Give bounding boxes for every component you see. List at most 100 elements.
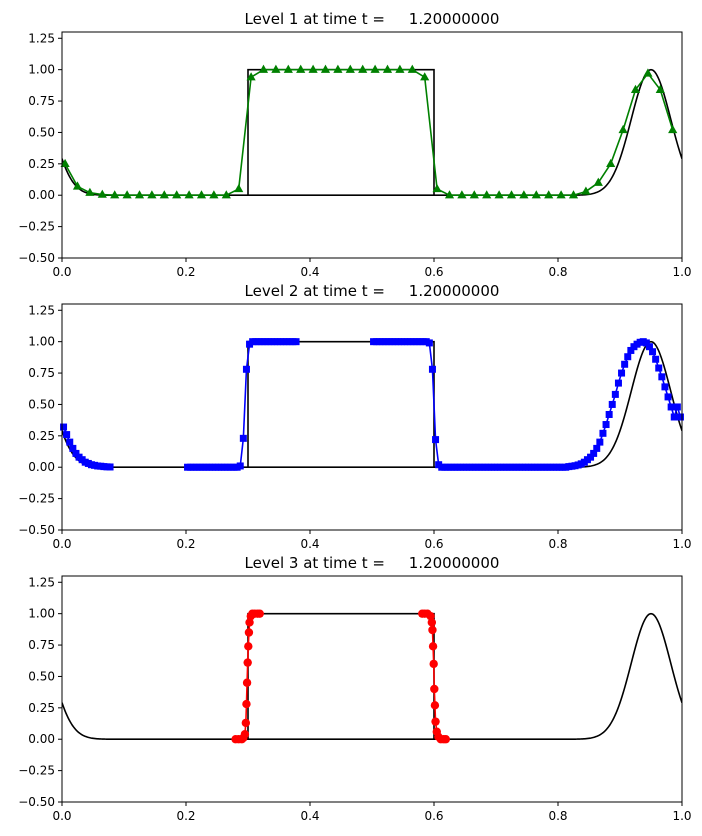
data-point bbox=[244, 628, 254, 637]
data-point bbox=[60, 423, 68, 431]
data-point bbox=[602, 421, 610, 429]
data-point bbox=[172, 190, 182, 199]
x-tick-label: 0.2 bbox=[176, 809, 195, 823]
data-point bbox=[457, 190, 467, 199]
exact-solution-pulse bbox=[247, 68, 435, 196]
data-point bbox=[428, 365, 436, 373]
x-tick-label: 0.4 bbox=[300, 265, 319, 279]
data-point bbox=[370, 64, 380, 73]
x-tick-label: 1.0 bbox=[672, 809, 691, 823]
exact-solution-pulse bbox=[247, 612, 435, 740]
y-tick-label: −0.50 bbox=[18, 251, 55, 265]
y-tick-label: 1.25 bbox=[28, 303, 55, 317]
data-point bbox=[122, 190, 132, 199]
data-point bbox=[618, 124, 628, 134]
data-point bbox=[611, 390, 619, 398]
data-point bbox=[283, 64, 293, 73]
data-point bbox=[244, 642, 253, 651]
x-tick-label: 0.6 bbox=[424, 265, 443, 279]
data-point bbox=[432, 436, 440, 444]
data-point bbox=[241, 718, 251, 728]
y-tick-label: 1.00 bbox=[28, 335, 55, 349]
data-point bbox=[106, 463, 114, 471]
data-point bbox=[587, 453, 595, 461]
data-point bbox=[606, 158, 616, 168]
data-point bbox=[420, 72, 430, 81]
data-point bbox=[426, 611, 435, 621]
data-point bbox=[134, 190, 145, 199]
x-tick-label: 0.2 bbox=[176, 265, 195, 279]
x-tick-label: 0.6 bbox=[424, 809, 443, 823]
data-point bbox=[430, 684, 439, 694]
y-tick-label: 0.75 bbox=[28, 366, 55, 380]
axes-frame bbox=[61, 31, 683, 259]
x-tick-label: 0.0 bbox=[52, 537, 71, 551]
data-point bbox=[556, 190, 566, 199]
x-tick-label: 0.6 bbox=[424, 537, 443, 551]
data-point bbox=[85, 187, 95, 196]
x-tick-label: 0.0 bbox=[52, 265, 71, 279]
exact-solution-pulse bbox=[247, 340, 435, 468]
data-point bbox=[427, 618, 437, 627]
panel-level-1: Level 1 at time t = 1.20000000 0.0 0.2 0.4… bbox=[18, 10, 691, 279]
data-point bbox=[655, 364, 663, 372]
data-point bbox=[69, 444, 77, 452]
data-point bbox=[482, 190, 492, 199]
data-point bbox=[649, 348, 657, 356]
data-point bbox=[428, 625, 437, 635]
y-tick-label: 0.25 bbox=[28, 429, 55, 443]
data-point bbox=[428, 642, 438, 651]
data-point bbox=[469, 190, 479, 199]
data-point bbox=[308, 64, 318, 73]
data-point bbox=[430, 701, 440, 710]
data-point bbox=[667, 403, 675, 411]
data-point bbox=[432, 183, 442, 193]
data-point bbox=[320, 64, 331, 73]
data-point bbox=[658, 373, 666, 381]
data-point bbox=[494, 190, 504, 199]
data-point bbox=[236, 462, 244, 470]
x-tick-label: 0.8 bbox=[548, 265, 567, 279]
y-tick-label: 0.00 bbox=[28, 460, 55, 474]
data-point bbox=[655, 84, 665, 93]
data-point bbox=[429, 659, 438, 669]
data-point bbox=[624, 353, 632, 361]
data-point bbox=[431, 717, 440, 726]
y-tick-label: 0.50 bbox=[28, 125, 55, 139]
y-tick-label: −0.25 bbox=[18, 220, 55, 234]
y-tick-label: 0.00 bbox=[28, 732, 55, 746]
x-tick-label: 0.2 bbox=[176, 537, 195, 551]
data-point bbox=[630, 84, 641, 93]
x-tick-label: 0.4 bbox=[300, 809, 319, 823]
data-point bbox=[668, 124, 678, 134]
data-point bbox=[242, 365, 250, 373]
axes-frame bbox=[61, 303, 683, 531]
data-point bbox=[240, 730, 250, 739]
exact-solution-curve bbox=[62, 612, 682, 741]
data-point bbox=[621, 360, 629, 368]
data-point bbox=[581, 186, 591, 195]
x-tick-label: 0.4 bbox=[300, 537, 319, 551]
data-point bbox=[245, 618, 254, 627]
data-point bbox=[618, 369, 626, 377]
data-point bbox=[110, 190, 120, 199]
chart-title: Level 3 at time t = 1.20000000 bbox=[245, 554, 500, 572]
chart-title: Level 1 at time t = 1.20000000 bbox=[245, 10, 500, 28]
series-line bbox=[187, 340, 297, 469]
data-point bbox=[255, 609, 264, 618]
y-tick-label: 0.25 bbox=[28, 157, 55, 171]
data-point bbox=[72, 181, 83, 190]
data-point bbox=[544, 190, 554, 199]
data-point bbox=[345, 64, 355, 73]
data-point bbox=[382, 64, 393, 73]
data-point bbox=[627, 346, 635, 354]
data-point bbox=[444, 190, 455, 199]
series-line bbox=[64, 68, 674, 197]
chart-title: Level 2 at time t = 1.20000000 bbox=[245, 282, 500, 300]
data-point bbox=[441, 735, 450, 744]
series-line bbox=[373, 340, 682, 469]
data-point bbox=[147, 190, 157, 199]
y-tick-label: 0.50 bbox=[28, 397, 55, 411]
data-point bbox=[258, 64, 269, 73]
